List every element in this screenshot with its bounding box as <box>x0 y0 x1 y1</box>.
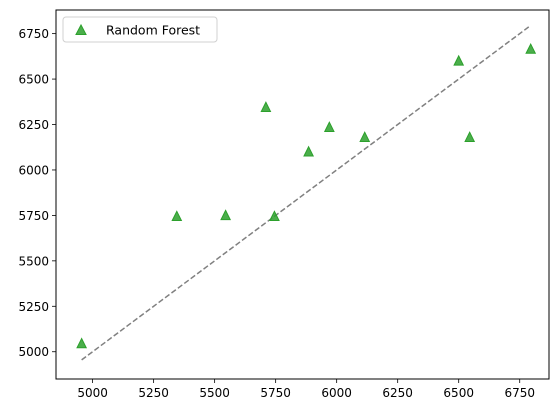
reference-line <box>81 24 532 361</box>
x-tick-label: 6750 <box>504 386 535 400</box>
x-tick-label: 5000 <box>77 386 108 400</box>
y-tick-label: 5750 <box>18 209 49 223</box>
data-point <box>76 337 88 349</box>
data-point <box>525 42 537 54</box>
y-tick-label: 5500 <box>18 254 49 268</box>
data-point <box>260 101 272 112</box>
data-point <box>359 131 371 142</box>
x-tick-label: 5500 <box>199 386 230 400</box>
legend-box <box>62 16 218 43</box>
x-tick-label: 6000 <box>321 386 352 400</box>
y-tick-label: 6000 <box>18 163 49 177</box>
x-tick-label: 6500 <box>443 386 474 400</box>
y-tick-label: 6250 <box>18 118 49 132</box>
plot-frame <box>55 9 550 380</box>
y-tick-label: 6750 <box>18 27 49 41</box>
data-point <box>323 121 335 132</box>
y-tick-label: 5000 <box>18 345 49 359</box>
data-point <box>269 210 280 222</box>
x-tick-label: 5750 <box>260 386 291 400</box>
data-point <box>453 54 465 66</box>
legend-marker-random-forest <box>75 23 87 35</box>
data-point <box>171 210 183 222</box>
x-tick-label: 6250 <box>382 386 413 400</box>
legend-label-random-forest: Random Forest <box>106 23 200 38</box>
y-tick-label: 6500 <box>18 73 49 87</box>
legend: Random Forest <box>62 16 218 43</box>
data-point <box>220 209 232 221</box>
x-tick-label: 5250 <box>138 386 169 400</box>
data-point <box>303 145 315 157</box>
data-point <box>464 131 476 142</box>
y-tick-label: 5250 <box>18 300 49 314</box>
